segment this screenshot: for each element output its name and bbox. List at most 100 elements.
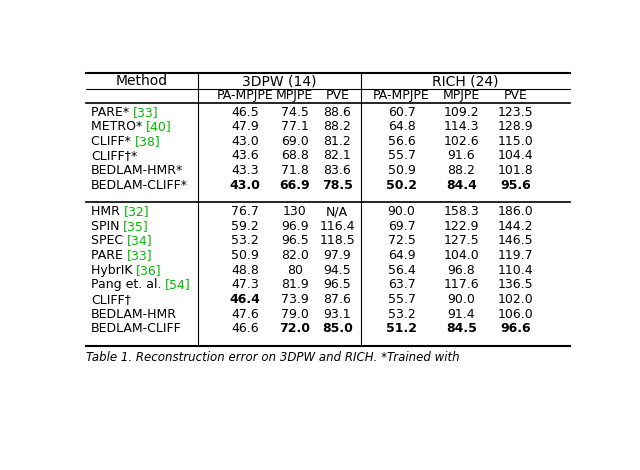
Text: Pang et. al.: Pang et. al. [91, 278, 165, 291]
Text: BEDLAM-CLIFF*: BEDLAM-CLIFF* [91, 179, 188, 192]
Text: SPEC: SPEC [91, 235, 127, 248]
Text: 117.6: 117.6 [444, 278, 479, 291]
Text: 102.6: 102.6 [444, 135, 479, 148]
Text: 104.0: 104.0 [444, 249, 479, 262]
Text: 51.2: 51.2 [386, 322, 417, 335]
Text: 109.2: 109.2 [444, 106, 479, 118]
Text: 80: 80 [287, 264, 303, 277]
Text: 115.0: 115.0 [498, 135, 533, 148]
Text: 96.5: 96.5 [281, 235, 308, 248]
Text: 96.8: 96.8 [447, 264, 475, 277]
Text: 110.4: 110.4 [498, 264, 533, 277]
Text: 47.6: 47.6 [231, 308, 259, 321]
Text: 82.0: 82.0 [281, 249, 308, 262]
Text: METRO*: METRO* [91, 120, 146, 133]
Text: 43.6: 43.6 [231, 149, 259, 163]
Text: 55.7: 55.7 [388, 293, 415, 306]
Text: CLIFF†: CLIFF† [91, 293, 131, 306]
Text: 90.0: 90.0 [447, 293, 476, 306]
Text: 77.1: 77.1 [281, 120, 308, 133]
Text: 95.6: 95.6 [500, 179, 531, 192]
Text: PVE: PVE [325, 89, 349, 102]
Text: 116.4: 116.4 [319, 220, 355, 233]
Text: 43.3: 43.3 [231, 164, 259, 177]
Text: MPJPE: MPJPE [276, 89, 314, 102]
Text: 66.9: 66.9 [280, 179, 310, 192]
Text: 91.4: 91.4 [447, 308, 475, 321]
Text: 53.2: 53.2 [231, 235, 259, 248]
Text: 53.2: 53.2 [388, 308, 415, 321]
Text: 78.5: 78.5 [322, 179, 353, 192]
Text: 69.7: 69.7 [388, 220, 415, 233]
Text: 85.0: 85.0 [322, 322, 353, 335]
Text: 114.3: 114.3 [444, 120, 479, 133]
Text: 46.6: 46.6 [231, 322, 259, 335]
Text: 96.6: 96.6 [500, 322, 531, 335]
Text: [40]: [40] [146, 120, 172, 133]
Text: 96.5: 96.5 [323, 278, 351, 291]
Text: 50.9: 50.9 [388, 164, 415, 177]
Text: 82.1: 82.1 [323, 149, 351, 163]
Text: PA-MPJPE: PA-MPJPE [217, 89, 273, 102]
Text: 79.0: 79.0 [281, 308, 308, 321]
Text: 97.9: 97.9 [323, 249, 351, 262]
Text: 144.2: 144.2 [498, 220, 533, 233]
Text: 122.9: 122.9 [444, 220, 479, 233]
Text: 68.8: 68.8 [281, 149, 308, 163]
Text: 94.5: 94.5 [323, 264, 351, 277]
Text: 84.5: 84.5 [446, 322, 477, 335]
Text: [35]: [35] [124, 220, 149, 233]
Text: 106.0: 106.0 [498, 308, 533, 321]
Text: PVE: PVE [504, 89, 527, 102]
Text: [36]: [36] [136, 264, 162, 277]
Text: [33]: [33] [133, 106, 159, 118]
Text: 81.9: 81.9 [281, 278, 308, 291]
Text: Table 1. Reconstruction error on 3DPW and RICH. *Trained with: Table 1. Reconstruction error on 3DPW an… [86, 351, 460, 364]
Text: 73.9: 73.9 [281, 293, 308, 306]
Text: 91.6: 91.6 [447, 149, 475, 163]
Text: 56.6: 56.6 [388, 135, 415, 148]
Text: 50.9: 50.9 [231, 249, 259, 262]
Text: 146.5: 146.5 [498, 235, 533, 248]
Text: 101.8: 101.8 [498, 164, 533, 177]
Text: 104.4: 104.4 [498, 149, 533, 163]
Text: [34]: [34] [127, 235, 152, 248]
Text: HybrIK: HybrIK [91, 264, 136, 277]
Text: 69.0: 69.0 [281, 135, 308, 148]
Text: 47.3: 47.3 [231, 278, 259, 291]
Text: 102.0: 102.0 [498, 293, 533, 306]
Text: 46.4: 46.4 [230, 293, 260, 306]
Text: 56.4: 56.4 [388, 264, 415, 277]
Text: CLIFF*: CLIFF* [91, 135, 135, 148]
Text: 47.9: 47.9 [231, 120, 259, 133]
Text: 83.6: 83.6 [323, 164, 351, 177]
Text: 3DPW (14): 3DPW (14) [242, 74, 316, 88]
Text: 55.7: 55.7 [388, 149, 415, 163]
Text: [54]: [54] [165, 278, 191, 291]
Text: 96.9: 96.9 [281, 220, 308, 233]
Text: 48.8: 48.8 [231, 264, 259, 277]
Text: 84.4: 84.4 [446, 179, 477, 192]
Text: 59.2: 59.2 [231, 220, 259, 233]
Text: 46.5: 46.5 [231, 106, 259, 118]
Text: 119.7: 119.7 [498, 249, 533, 262]
Text: N/A: N/A [326, 205, 348, 218]
Text: PA-MPJPE: PA-MPJPE [373, 89, 430, 102]
Text: 76.7: 76.7 [231, 205, 259, 218]
Text: 74.5: 74.5 [281, 106, 308, 118]
Text: 88.2: 88.2 [447, 164, 476, 177]
Text: CLIFF†*: CLIFF†* [91, 149, 137, 163]
Text: BEDLAM-HMR*: BEDLAM-HMR* [91, 164, 183, 177]
Text: 64.9: 64.9 [388, 249, 415, 262]
Text: 43.0: 43.0 [231, 135, 259, 148]
Text: 43.0: 43.0 [230, 179, 260, 192]
Text: 127.5: 127.5 [444, 235, 479, 248]
Text: 186.0: 186.0 [498, 205, 533, 218]
Text: PARE*: PARE* [91, 106, 133, 118]
Text: 63.7: 63.7 [388, 278, 415, 291]
Text: 87.6: 87.6 [323, 293, 351, 306]
Text: MPJPE: MPJPE [443, 89, 480, 102]
Text: SPIN: SPIN [91, 220, 124, 233]
Text: 130: 130 [283, 205, 307, 218]
Text: [38]: [38] [135, 135, 161, 148]
